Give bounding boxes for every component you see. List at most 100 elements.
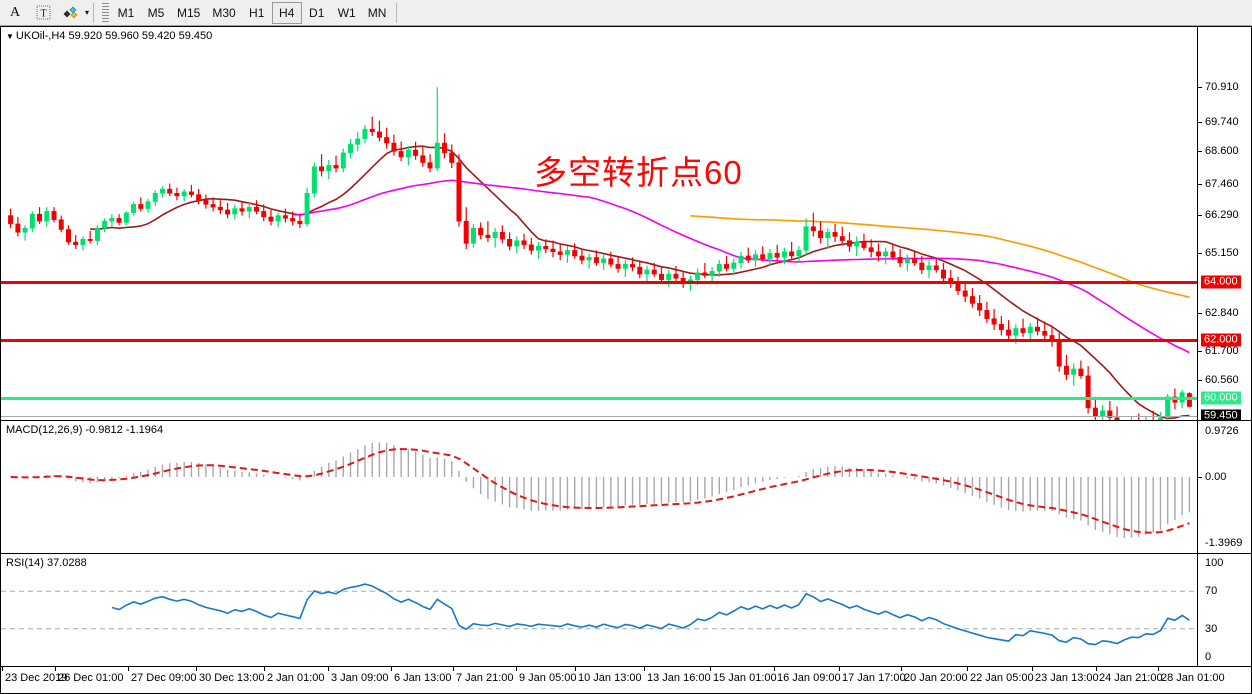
candle-body <box>297 220 303 225</box>
candle-body <box>536 245 542 251</box>
price-axis[interactable]: 70.910 69.740 68.600 67.460 66.290 65.150 62.8… <box>1198 27 1251 420</box>
candle-body <box>254 206 259 212</box>
candle-body <box>1157 417 1163 420</box>
candle-body <box>622 264 628 269</box>
candle-body <box>803 226 809 251</box>
time-tick <box>1096 667 1097 671</box>
macd-axis[interactable]: 0.9726 0.00 -1.3969 <box>1198 421 1251 553</box>
candle-body <box>760 254 766 260</box>
timeframe-d1[interactable]: D1 <box>309 5 325 20</box>
candle-body <box>217 206 223 211</box>
toolbar: A T ▾ M1 M5 M15 M30 H1 H4 D1 W1 MN <box>0 0 1252 26</box>
horizontal-level-line[interactable] <box>1 397 1197 400</box>
timeframe-h1[interactable]: H1 <box>249 5 265 20</box>
candle-body <box>261 211 267 218</box>
candle-body <box>919 262 925 271</box>
timeframe-m5[interactable]: M5 <box>147 5 165 20</box>
candle-body <box>1063 365 1069 375</box>
timeframe-h4[interactable]: H4 <box>271 1 302 24</box>
candle-body <box>376 131 382 138</box>
candle-body <box>789 251 795 257</box>
candle-body <box>319 166 325 172</box>
candle-body <box>152 192 158 202</box>
candle-body <box>73 241 79 246</box>
candle-body <box>572 250 578 257</box>
price-plot-area[interactable]: 多空转折点60 <box>1 27 1197 420</box>
timeframe-w1[interactable]: W1 <box>337 5 356 20</box>
rsi-pane[interactable]: RSI(14) 37.0288 100 70 30 0 <box>1 554 1251 667</box>
macd-plot-area[interactable] <box>1 421 1197 553</box>
candle-body <box>1071 368 1077 375</box>
time-tick <box>644 667 645 671</box>
objects-tool-button[interactable] <box>58 2 84 24</box>
candle-body <box>174 192 180 197</box>
candle-body <box>651 269 657 275</box>
candle-body <box>1020 328 1026 333</box>
candle-body <box>362 128 368 140</box>
timeframe-m1[interactable]: M1 <box>117 5 135 20</box>
collapse-triangle-icon[interactable]: ▼ <box>6 32 14 41</box>
ma-slow-line <box>690 215 1190 299</box>
rsi-plot-area[interactable] <box>1 554 1197 666</box>
candle-body <box>962 290 968 297</box>
objects-dropdown-caret[interactable]: ▾ <box>85 8 90 17</box>
candle-body <box>998 324 1004 331</box>
price-level-badge[interactable]: 60.000 <box>1201 391 1241 405</box>
price-level-badge[interactable]: 59.450 <box>1201 409 1241 420</box>
timeframe-m15[interactable]: M15 <box>177 5 201 20</box>
macd-tick-label: 0.9726 <box>1205 425 1239 437</box>
text-tool-button[interactable]: A <box>9 4 21 20</box>
time-tick <box>1032 667 1033 671</box>
macd-axis-separator <box>1197 421 1198 553</box>
candle-body <box>564 250 570 255</box>
macd-pane[interactable]: MACD(12,26,9) -0.9812 -1.1964 0.9726 0.00… <box>1 421 1251 554</box>
candle-body <box>470 227 476 244</box>
time-tick <box>2 667 3 671</box>
price-level-badge[interactable]: 64.000 <box>1201 275 1241 289</box>
horizontal-level-line[interactable] <box>1 416 1197 417</box>
candle-body <box>738 255 744 264</box>
rsi-line <box>111 583 1190 646</box>
candle-body <box>752 254 758 261</box>
rsi-axis[interactable]: 100 70 30 0 <box>1198 554 1251 666</box>
candle-body <box>854 241 860 247</box>
time-tick-label: 26 Dec 01:00 <box>58 672 124 684</box>
candle-body <box>22 227 28 233</box>
candle-body <box>861 241 867 248</box>
price-tick <box>1198 184 1202 185</box>
toolbar-grip[interactable] <box>102 2 110 23</box>
time-tick <box>516 667 517 671</box>
svg-text:T: T <box>40 9 46 20</box>
price-pane[interactable]: 多空转折点60 ▼ UKOil-,H4 59.920 59.960 59.420 … <box>1 27 1251 421</box>
timeframe-m30[interactable]: M30 <box>212 5 236 20</box>
time-tick <box>575 667 576 671</box>
candle-body <box>702 272 708 276</box>
candle-body <box>485 234 491 239</box>
label-tool-button[interactable]: T <box>30 2 56 24</box>
candle-body <box>991 318 997 325</box>
candle-body <box>832 232 838 237</box>
candle-body <box>413 149 419 156</box>
candle-body <box>159 188 165 194</box>
price-tick-label: 61.700 <box>1205 345 1239 357</box>
rsi-pane-label: RSI(14) 37.0288 <box>6 557 87 569</box>
candle-body <box>456 162 462 222</box>
time-axis[interactable]: 23 Dec 2019 26 Dec 01:00 27 Dec 09:00 30 De… <box>1 667 1251 693</box>
price-tick-label: 68.600 <box>1205 145 1239 157</box>
candle-body <box>87 238 93 241</box>
timeframe-mn[interactable]: MN <box>367 5 387 20</box>
time-tick <box>1158 667 1159 671</box>
horizontal-level-line[interactable] <box>1 281 1197 284</box>
time-tick-label: 30 Dec 13:00 <box>199 672 265 684</box>
price-level-badge[interactable]: 62.000 <box>1201 333 1241 347</box>
horizontal-level-line[interactable] <box>1 339 1197 342</box>
rsi-tick-label: 0 <box>1205 651 1212 663</box>
time-tick-label: 16 Jan 09:00 <box>777 672 841 684</box>
candle-body <box>427 162 433 169</box>
price-tick <box>1198 215 1202 216</box>
candle-body <box>232 208 238 215</box>
candle-body <box>123 212 129 223</box>
candle-body <box>955 283 961 292</box>
chart-frame: 多空转折点60 ▼ UKOil-,H4 59.920 59.960 59.420 … <box>0 26 1252 694</box>
candle-body <box>492 232 498 239</box>
